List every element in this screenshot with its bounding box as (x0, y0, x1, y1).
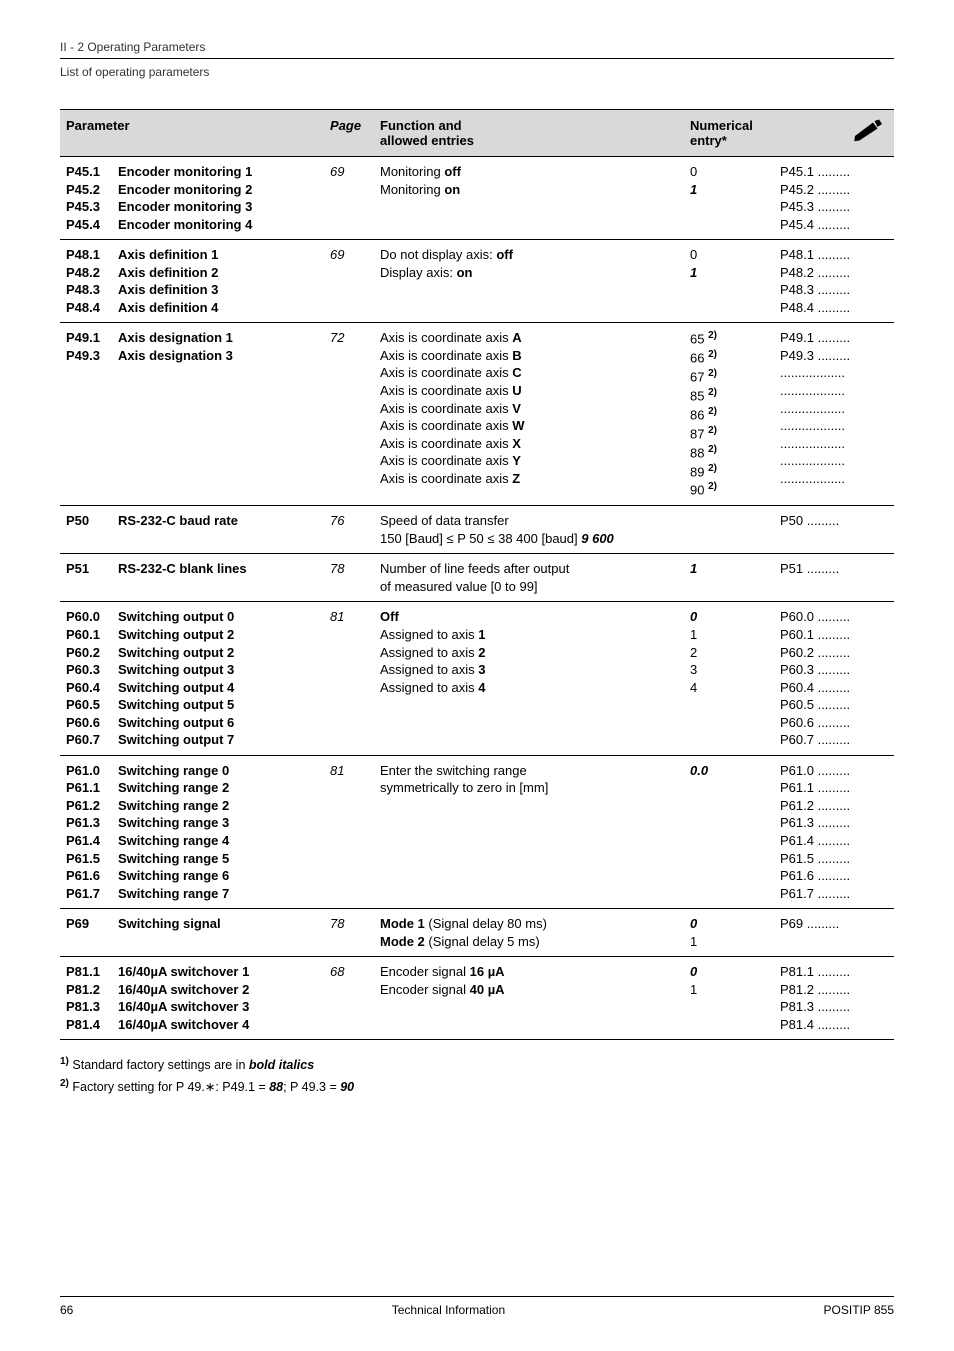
subheader: List of operating parameters (60, 65, 894, 79)
param-code-cell: P61.0P61.1P61.2P61.3P61.4P61.5P61.6P61.7 (60, 755, 112, 908)
handwrite-cell: P81.1 .........P81.2 .........P81.3 ....… (774, 957, 894, 1040)
handwrite-cell: P61.0 .........P61.1 .........P61.2 ....… (774, 755, 894, 908)
param-code-cell: P81.1P81.2P81.3P81.4 (60, 957, 112, 1040)
footnotes: 1) Standard factory settings are in bold… (60, 1054, 894, 1096)
header-rule (60, 58, 894, 59)
numerical-cell: 01234 (684, 602, 774, 755)
function-cell: Axis is coordinate axis AAxis is coordin… (374, 323, 684, 506)
pencil-icon (852, 130, 888, 145)
handwrite-cell: P69 ......... (774, 909, 894, 957)
param-code-cell: P49.1P49.3 (60, 323, 112, 506)
handwrite-cell: P48.1 .........P48.2 .........P48.3 ....… (774, 240, 894, 323)
param-text-cell: RS-232-C baud rate (112, 506, 324, 554)
page-cell: 78 (324, 909, 374, 957)
function-cell: Speed of data transfer150 [Baud] ≤ P 50 … (374, 506, 684, 554)
function-cell: Mode 1 (Signal delay 80 ms)Mode 2 (Signa… (374, 909, 684, 957)
page-cell: 81 (324, 602, 374, 755)
th-function: Function and allowed entries (374, 110, 684, 157)
handwrite-cell: P50 ......... (774, 506, 894, 554)
numerical-cell: 01 (684, 157, 774, 240)
numerical-cell: 1 (684, 554, 774, 602)
page-cell: 69 (324, 240, 374, 323)
function-cell: Number of line feeds after outputof meas… (374, 554, 684, 602)
th-numerical: Numerical entry* (684, 110, 774, 157)
page-cell: 76 (324, 506, 374, 554)
handwrite-cell: P49.1 .........P49.3 ...................… (774, 323, 894, 506)
handwrite-cell: P60.0 .........P60.1 .........P60.2 ....… (774, 602, 894, 755)
param-text-cell: Switching signal (112, 909, 324, 957)
th-handwrite (774, 110, 894, 157)
function-cell: Monitoring offMonitoring on (374, 157, 684, 240)
page-cell: 68 (324, 957, 374, 1040)
th-page: Page (324, 110, 374, 157)
breadcrumb: II - 2 Operating Parameters (60, 40, 894, 54)
param-code-cell: P45.1P45.2P45.3P45.4 (60, 157, 112, 240)
numerical-cell: 0.0 (684, 755, 774, 908)
param-text-cell: Axis definition 1Axis definition 2Axis d… (112, 240, 324, 323)
handwrite-cell: P51 ......... (774, 554, 894, 602)
page-cell: 72 (324, 323, 374, 506)
param-code-cell: P69 (60, 909, 112, 957)
param-text-cell: Axis designation 1Axis designation 3 (112, 323, 324, 506)
param-text-cell: 16/40µA switchover 116/40µA switchover 2… (112, 957, 324, 1040)
page-header: II - 2 Operating Parameters List of oper… (60, 40, 894, 79)
numerical-cell: 01 (684, 240, 774, 323)
numerical-cell: 01 (684, 957, 774, 1040)
function-cell: OffAssigned to axis 1Assigned to axis 2A… (374, 602, 684, 755)
handwrite-cell: P45.1 .........P45.2 .........P45.3 ....… (774, 157, 894, 240)
parameters-table: Parameter Page Function and allowed entr… (60, 109, 894, 1040)
function-cell: Enter the switching rangesymmetrically t… (374, 755, 684, 908)
page-cell: 78 (324, 554, 374, 602)
footer-right: POSITIP 855 (824, 1303, 894, 1317)
param-code-cell: P48.1P48.2P48.3P48.4 (60, 240, 112, 323)
footer-center: Technical Information (73, 1303, 823, 1317)
param-text-cell: Switching range 0Switching range 2Switch… (112, 755, 324, 908)
footnote-1: 1) Standard factory settings are in bold… (60, 1054, 894, 1075)
footnote-2: 2) Factory setting for P 49.∗: P49.1 = 8… (60, 1076, 894, 1097)
numerical-cell (684, 506, 774, 554)
param-text-cell: Switching output 0Switching output 2Swit… (112, 602, 324, 755)
footer-rule (60, 1296, 894, 1297)
th-parameter: Parameter (60, 110, 324, 157)
page-cell: 81 (324, 755, 374, 908)
param-code-cell: P50 (60, 506, 112, 554)
page-cell: 69 (324, 157, 374, 240)
footer-page-number: 66 (60, 1303, 73, 1317)
param-text-cell: RS-232-C blank lines (112, 554, 324, 602)
function-cell: Encoder signal 16 µAEncoder signal 40 µA (374, 957, 684, 1040)
function-cell: Do not display axis: offDisplay axis: on (374, 240, 684, 323)
page-footer: 66 Technical Information POSITIP 855 (60, 1296, 894, 1317)
param-code-cell: P51 (60, 554, 112, 602)
numerical-cell: 01 (684, 909, 774, 957)
numerical-cell: 65 2)66 2)67 2)85 2)86 2)87 2)88 2)89 2)… (684, 323, 774, 506)
param-text-cell: Encoder monitoring 1Encoder monitoring 2… (112, 157, 324, 240)
param-code-cell: P60.0P60.1P60.2P60.3P60.4P60.5P60.6P60.7 (60, 602, 112, 755)
